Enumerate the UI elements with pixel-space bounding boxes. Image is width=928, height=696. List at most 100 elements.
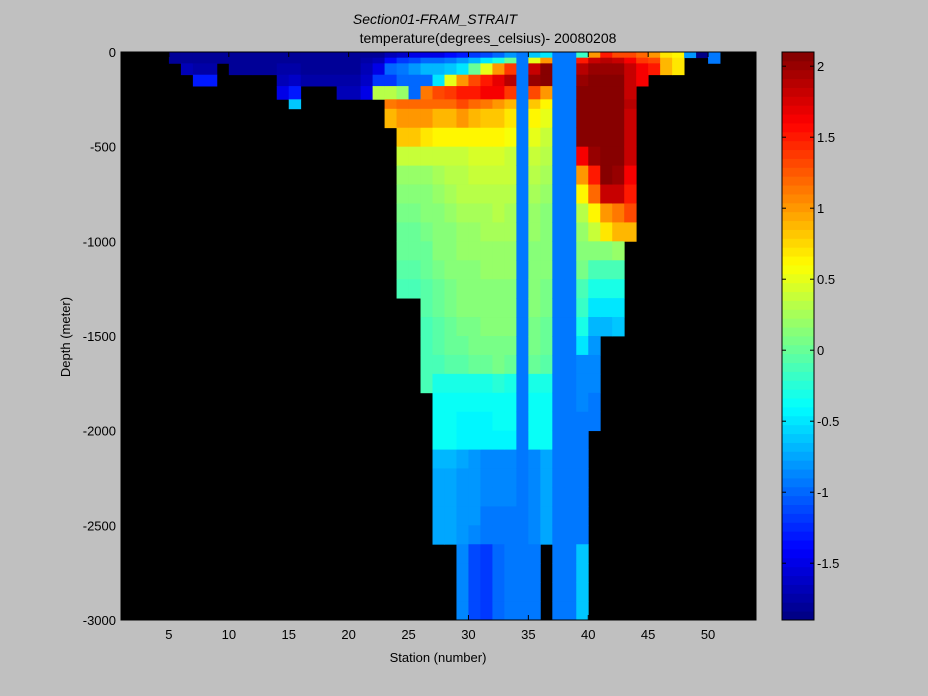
heatmap-cell (504, 582, 517, 602)
heatmap-cell (528, 57, 541, 64)
heatmap-cell (624, 52, 637, 59)
colorbar-step (782, 522, 814, 532)
heatmap-cell (576, 57, 589, 64)
colorbar-frame (781, 51, 815, 621)
heatmap-cell (408, 260, 421, 280)
heatmap-cell (564, 411, 577, 432)
heatmap-cell (468, 373, 481, 394)
heatmap-cell (492, 506, 505, 526)
heatmap-cell (576, 373, 589, 394)
x-tick-label: 50 (701, 627, 715, 642)
heatmap-cell (564, 392, 577, 413)
heatmap-cell (540, 260, 553, 280)
heatmap-cell (456, 582, 469, 602)
heatmap-cell (504, 99, 517, 110)
heatmap-cell (192, 63, 218, 76)
heatmap-cell (600, 63, 613, 76)
heatmap-cell (480, 487, 493, 507)
heatmap-cell (456, 241, 469, 261)
heatmap-cell (492, 63, 505, 76)
colorbar-step (782, 282, 814, 293)
heatmap-cell (516, 146, 529, 166)
heatmap-cell (516, 525, 529, 545)
heatmap-cell (420, 184, 433, 204)
heatmap-cell (444, 165, 457, 185)
heatmap-cell (456, 222, 469, 242)
heatmap-cell (576, 52, 589, 59)
heatmap-cell (432, 354, 445, 375)
heatmap-cell (516, 52, 529, 59)
heatmap-cell (552, 317, 565, 337)
heatmap-cell (420, 298, 433, 318)
heatmap-cell (480, 411, 493, 432)
colorbar-step (782, 220, 814, 230)
heatmap-cell (564, 203, 577, 223)
heatmap-cell (528, 127, 541, 148)
heatmap-cell (492, 373, 505, 394)
heatmap-cell (432, 86, 445, 100)
heatmap-cell (300, 63, 326, 76)
heatmap-cell (504, 63, 517, 76)
heatmap-cell (324, 63, 338, 76)
heatmap-cell (396, 279, 409, 299)
heatmap-cell (408, 222, 421, 242)
heatmap-cell (504, 241, 517, 261)
heatmap-cell (468, 563, 481, 583)
heatmap-cell (540, 430, 553, 450)
heatmap-cell (528, 146, 541, 166)
heatmap-cell (600, 184, 613, 204)
colorbar-step (782, 256, 814, 266)
heatmap-cell (672, 52, 685, 59)
heatmap-cell (456, 601, 469, 621)
heatmap-cell (600, 108, 613, 129)
heatmap-cell (504, 601, 517, 621)
heatmap-cell (480, 468, 493, 488)
heatmap-cell (468, 487, 481, 507)
heatmap-cell (408, 57, 421, 64)
colorbar-step (782, 593, 814, 603)
heatmap-cell (612, 203, 625, 223)
heatmap-cell (564, 506, 577, 526)
heatmap-cell (540, 506, 553, 526)
heatmap-cell (492, 146, 505, 166)
heatmap-cell (552, 298, 565, 318)
heatmap-cell (516, 487, 529, 507)
heatmap-cell (252, 63, 278, 76)
heatmap-cell (408, 279, 421, 299)
heatmap-cell (492, 544, 505, 564)
heatmap-cell (468, 165, 481, 185)
heatmap-cell (552, 63, 565, 76)
heatmap-cell (336, 63, 362, 76)
heatmap-cell (612, 52, 625, 59)
heatmap-cell (540, 336, 553, 356)
colorbar-step (782, 123, 814, 133)
heatmap-cell (612, 279, 625, 299)
heatmap-cell (492, 260, 505, 280)
colorbar-step (782, 469, 814, 479)
heatmap-cell (336, 86, 362, 100)
heatmap-cell (504, 184, 517, 204)
heatmap-cell (624, 108, 637, 129)
heatmap-cell (420, 86, 433, 100)
heatmap-cell (408, 241, 421, 261)
heatmap-cell (552, 146, 565, 166)
heatmap-cell (420, 354, 433, 375)
heatmap-cell (684, 52, 697, 59)
heatmap-cell (492, 336, 505, 356)
heatmap-cell (540, 74, 553, 87)
colorbar-tick-label: -0.5 (817, 414, 839, 429)
heatmap-cell (408, 99, 421, 110)
heatmap-cell (444, 184, 457, 204)
heatmap-cell (444, 317, 457, 337)
heatmap-cell (528, 108, 541, 129)
heatmap-cell (468, 222, 481, 242)
heatmap-cell (564, 601, 577, 621)
heatmap-cell (564, 582, 577, 602)
heatmap-cell (468, 468, 481, 488)
colorbar-step (782, 194, 814, 204)
colorbar-step (782, 389, 814, 399)
heatmap-cell (528, 411, 541, 432)
heatmap-cell (456, 74, 469, 87)
heatmap-cell (648, 63, 661, 76)
heatmap-cell (444, 99, 457, 110)
